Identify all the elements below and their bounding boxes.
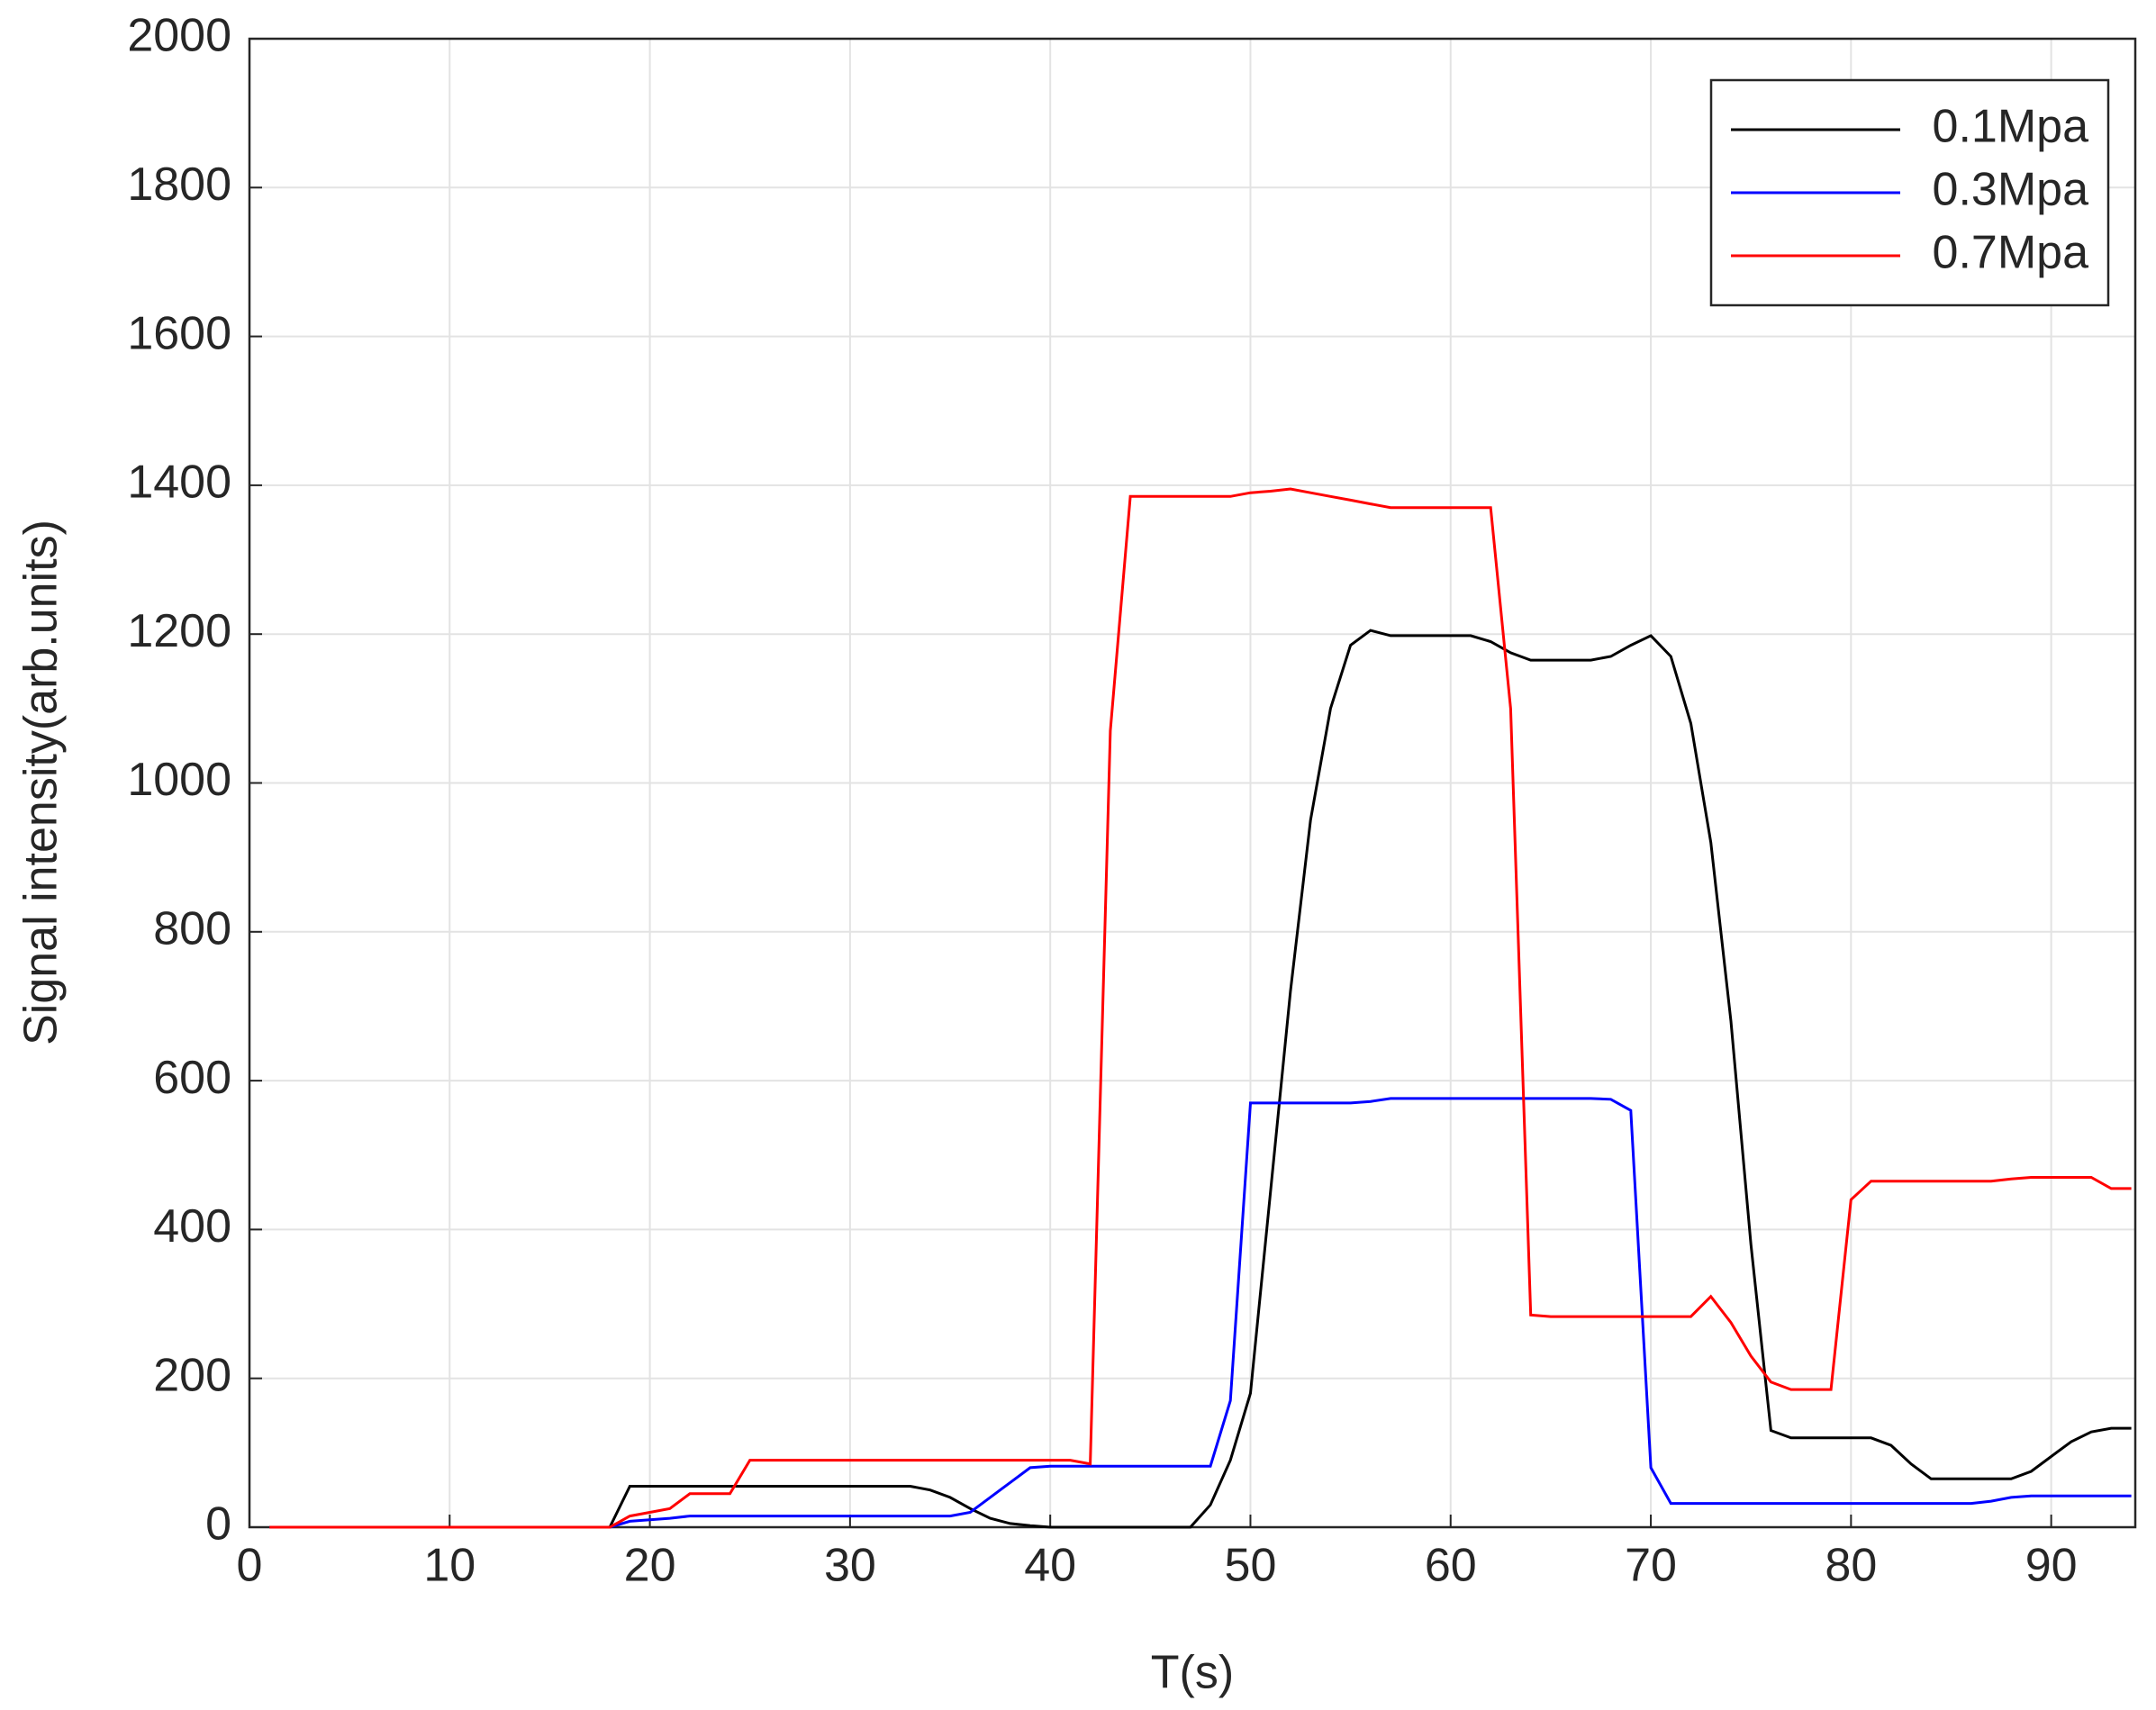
x-tick-label: 20 <box>624 1540 676 1592</box>
x-tick-label: 60 <box>1425 1540 1477 1592</box>
x-tick-label: 70 <box>1625 1540 1677 1592</box>
x-tick-label: 40 <box>1024 1540 1076 1592</box>
y-tick-label: 1800 <box>127 158 231 211</box>
x-tick-label: 10 <box>423 1540 476 1592</box>
x-axis-label: T(s) <box>1151 1647 1234 1699</box>
x-tick-label: 50 <box>1225 1540 1277 1592</box>
data-line <box>269 487 2132 1529</box>
y-tick-label: 800 <box>153 903 231 955</box>
legend-label: 0.1Mpa <box>1933 101 2089 153</box>
y-tick-label: 1400 <box>127 457 231 509</box>
x-tick-label: 80 <box>1825 1540 1877 1592</box>
legend-label: 0.3Mpa <box>1933 164 2089 216</box>
legend-label: 0.7Mpa <box>1933 227 2089 279</box>
plot-frame <box>248 37 2137 1529</box>
y-axis-label: Signal intensity(arb.units) <box>15 520 68 1045</box>
x-tick-label: 90 <box>2025 1540 2078 1592</box>
y-tick-label: 1000 <box>127 754 231 806</box>
y-tick-label: 0 <box>205 1498 231 1551</box>
x-tick-label: 30 <box>824 1540 876 1592</box>
y-tick-label: 400 <box>153 1200 231 1253</box>
y-tick-label: 200 <box>153 1349 231 1401</box>
y-tick-label: 600 <box>153 1052 231 1104</box>
y-tick-label: 1600 <box>127 307 231 359</box>
y-tick-label: 2000 <box>127 10 231 62</box>
x-tick-label: 0 <box>237 1540 263 1592</box>
y-tick-label: 1200 <box>127 605 231 657</box>
